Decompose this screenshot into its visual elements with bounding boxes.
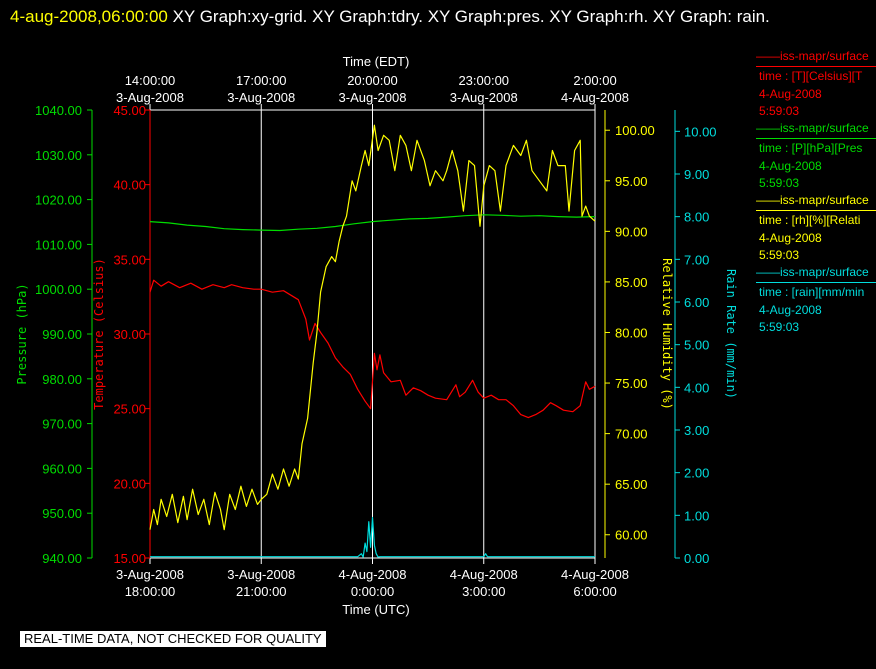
- quality-warning: REAL-TIME DATA, NOT CHECKED FOR QUALITY: [20, 631, 326, 647]
- legend-date: 4-Aug-2008: [759, 87, 822, 101]
- pressure-tick-label: 1030.00: [35, 148, 82, 163]
- rain-tick-label: 3.00: [684, 423, 709, 438]
- temperature-tick-label: 25.00: [113, 402, 146, 417]
- xy-chart: 3-Aug-2008 18:00:00 3-Aug-2008 21:00:00 4-Au…: [15, 54, 738, 617]
- rh-tick-label: 60.00: [615, 528, 648, 543]
- legend-entry: ——iss-mapr/surface time : [T][Celsius][T 4…: [756, 48, 876, 120]
- timestamp: 4-aug-2008,06:00:00: [10, 7, 168, 26]
- x-top-tick-label: 3-Aug-2008: [450, 90, 518, 105]
- legend-time: 5:59:03: [759, 104, 800, 118]
- rain-tick-label: 1.00: [684, 508, 709, 523]
- pressure-tick-label: 1040.00: [35, 103, 82, 118]
- rain-axis-title: Rain Rate (mm/min): [724, 269, 738, 399]
- x-tick-label: 18:00:00: [125, 584, 176, 599]
- rh-tick-label: 85.00: [615, 275, 648, 290]
- legend-units: time : [rain][mm/min: [759, 285, 865, 299]
- pressure-tick-label: 940.00: [42, 551, 82, 566]
- legend-underline: [756, 66, 876, 67]
- legend-units: time : [T][Celsius][T: [759, 69, 863, 83]
- x-axis-title: Time (UTC): [342, 602, 409, 617]
- x-top-axis-title: Time (EDT): [343, 54, 410, 69]
- rh-tick-label: 65.00: [615, 477, 648, 492]
- pressure-tick-label: 1010.00: [35, 237, 82, 252]
- pressure-tick-label: 950.00: [42, 506, 82, 521]
- pressure-tick-label: 970.00: [42, 417, 82, 432]
- x-tick-label: 4-Aug-2008: [450, 567, 518, 582]
- legend-time: 5:59:03: [759, 320, 800, 334]
- x-top-tick-label: 3-Aug-2008: [227, 90, 295, 105]
- pressure-axis-title: Pressure (hPa): [15, 283, 29, 384]
- x-tick-label: 3:00:00: [462, 584, 505, 599]
- pressure-tick-label: 980.00: [42, 372, 82, 387]
- x-tick-label: 0:00:00: [351, 584, 394, 599]
- legend: ——iss-mapr/surface time : [T][Celsius][T 4…: [756, 48, 876, 336]
- rh-tick-label: 80.00: [615, 325, 648, 340]
- legend-time: 5:59:03: [759, 176, 800, 190]
- legend-name: ——iss-mapr/surface: [756, 49, 869, 63]
- x-top-tick-label: 23:00:00: [458, 73, 509, 88]
- x-tick-label: 3-Aug-2008: [227, 567, 295, 582]
- rain-tick-label: 9.00: [684, 167, 709, 182]
- legend-entry: ——iss-mapr/surface time : [rh][%][Relati 4…: [756, 192, 876, 264]
- x-top-tick-label: 14:00:00: [125, 73, 176, 88]
- x-top-tick-label: 2:00:00: [573, 73, 616, 88]
- legend-units: time : [rh][%][Relati: [759, 213, 861, 227]
- x-top-tick-label: 20:00:00: [347, 73, 398, 88]
- series-line-pressure: [149, 214, 596, 232]
- x-top-tick-label: 3-Aug-2008: [339, 90, 407, 105]
- legend-underline: [756, 282, 876, 283]
- rh-axis-title: Relative Humidity (%): [660, 258, 674, 410]
- legend-entry: ——iss-mapr/surface time : [P][hPa][Pres 4-…: [756, 120, 876, 192]
- legend-underline: [756, 210, 876, 211]
- series-line-rain-rate: [150, 516, 595, 558]
- temperature-tick-label: 40.00: [113, 178, 146, 193]
- rain-tick-label: 4.00: [684, 380, 709, 395]
- rain-tick-label: 10.00: [684, 124, 717, 139]
- graph-titles: XY Graph:xy-grid. XY Graph:tdry. XY Grap…: [172, 7, 770, 26]
- x-tick-label: 3-Aug-2008: [116, 567, 184, 582]
- rain-tick-label: 2.00: [684, 466, 709, 481]
- x-tick-label: 4-Aug-2008: [339, 567, 407, 582]
- header-title: 4-aug-2008,06:00:00 XY Graph:xy-grid. XY…: [10, 2, 860, 32]
- x-tick-label: 21:00:00: [236, 584, 287, 599]
- temperature-tick-label: 45.00: [113, 103, 146, 118]
- temperature-axis-title: Temperature (Celsius): [92, 258, 106, 410]
- rh-tick-label: 70.00: [615, 427, 648, 442]
- x-top-tick-label: 17:00:00: [236, 73, 287, 88]
- legend-units: time : [P][hPa][Pres: [759, 141, 863, 155]
- rh-tick-label: 95.00: [615, 174, 648, 189]
- x-top-tick-label: 3-Aug-2008: [116, 90, 184, 105]
- x-tick-label: 4-Aug-2008: [561, 567, 629, 582]
- series-line-relative-humidity: [149, 124, 596, 531]
- legend-name: ——iss-mapr/surface: [756, 193, 869, 207]
- legend-date: 4-Aug-2008: [759, 303, 822, 317]
- x-top-tick-label: 4-Aug-2008: [561, 90, 629, 105]
- legend-entry: ——iss-mapr/surface time : [rain][mm/min 4-…: [756, 264, 876, 336]
- pressure-tick-label: 1000.00: [35, 282, 82, 297]
- temperature-tick-label: 35.00: [113, 252, 146, 267]
- pressure-tick-label: 960.00: [42, 461, 82, 476]
- rain-tick-label: 0.00: [684, 551, 709, 566]
- rain-tick-label: 8.00: [684, 210, 709, 225]
- temperature-tick-label: 30.00: [113, 327, 146, 342]
- series-line-temperature: [149, 279, 596, 419]
- rain-tick-label: 7.00: [684, 252, 709, 267]
- pressure-tick-label: 1020.00: [35, 193, 82, 208]
- legend-underline: [756, 138, 876, 139]
- legend-time: 5:59:03: [759, 248, 800, 262]
- temperature-tick-label: 20.00: [113, 476, 146, 491]
- legend-date: 4-Aug-2008: [759, 231, 822, 245]
- pressure-tick-label: 990.00: [42, 327, 82, 342]
- legend-name: ——iss-mapr/surface: [756, 265, 869, 279]
- x-tick-label: 6:00:00: [573, 584, 616, 599]
- temperature-tick-label: 15.00: [113, 551, 146, 566]
- rh-tick-label: 90.00: [615, 224, 648, 239]
- rain-tick-label: 5.00: [684, 338, 709, 353]
- legend-date: 4-Aug-2008: [759, 159, 822, 173]
- rain-tick-label: 6.00: [684, 295, 709, 310]
- legend-name: ——iss-mapr/surface: [756, 121, 869, 135]
- rh-tick-label: 75.00: [615, 376, 648, 391]
- rh-tick-label: 100.00: [615, 123, 655, 138]
